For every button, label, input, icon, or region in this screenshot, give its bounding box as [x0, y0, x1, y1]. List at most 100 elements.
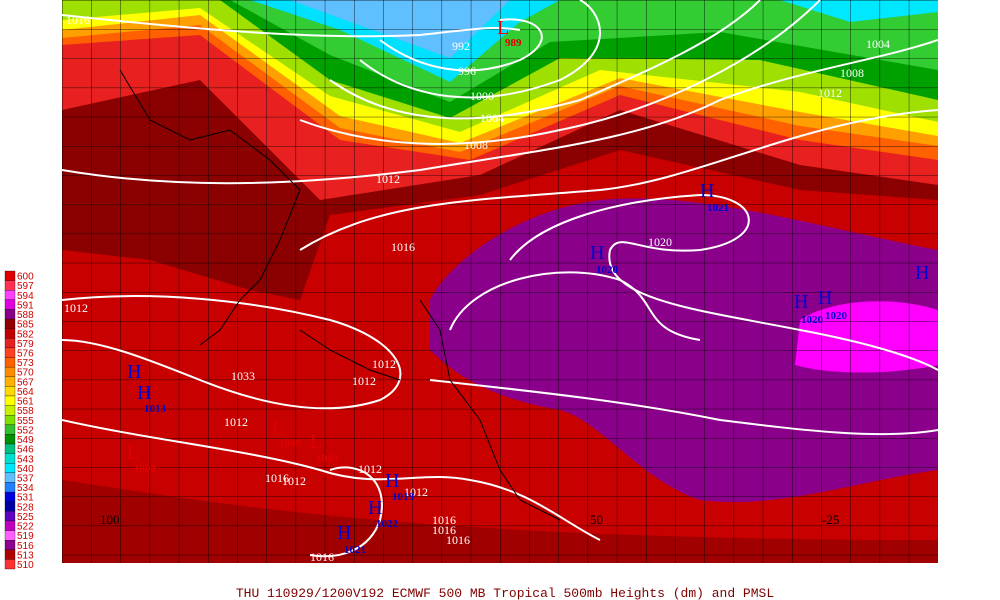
colorbar-swatch	[4, 290, 16, 300]
colorbar-swatch	[4, 376, 16, 387]
colorbar-label: 546	[17, 445, 34, 456]
isobar-label: 1004	[866, 37, 890, 51]
colorbar-swatch	[4, 318, 16, 329]
isobar	[359, 0, 601, 99]
colorbar-swatch	[4, 530, 16, 541]
colorbar-swatch	[4, 405, 16, 416]
isobar-label: 1012	[282, 474, 306, 488]
isobar-label: 1016	[446, 533, 470, 547]
colorbar-swatch	[4, 549, 16, 560]
colorbar-label: 519	[17, 531, 34, 542]
center-value: 1020	[596, 264, 619, 276]
isobar-label: 1004	[480, 111, 504, 125]
colorbar-label: 528	[17, 502, 34, 513]
isobar-label: 1012	[352, 374, 376, 388]
colorbar-swatch	[4, 482, 16, 493]
colorbar-label: 552	[17, 425, 34, 436]
isobar	[62, 14, 521, 38]
center-letter: H	[337, 522, 351, 544]
isobar	[429, 379, 938, 436]
colorbar: 6005975945915885855825795765735705675645…	[4, 270, 34, 571]
center-letter: H	[385, 470, 399, 492]
center-value: 1019	[392, 491, 415, 503]
isobar-label: 992	[452, 39, 470, 53]
colorbar-label: 558	[17, 406, 34, 417]
colorbar-swatch	[4, 501, 16, 512]
center-letter: H	[915, 262, 929, 284]
center-value: 1020	[825, 310, 848, 322]
center-value: 1021	[344, 544, 366, 556]
colorbar-label: 513	[17, 550, 34, 561]
isobar	[379, 18, 543, 72]
colorbar-swatch	[4, 511, 16, 522]
colorbar-label: 561	[17, 397, 34, 408]
footer-title: THU 110929/1200V192 ECMWF 500 MB Tropica…	[236, 586, 774, 600]
colorbar-label: 570	[17, 368, 34, 379]
center-letter: H	[590, 242, 604, 264]
pressure-centers: L 989 H 1021 H 1020 H 1020 H 1020 H H H …	[127, 17, 929, 556]
center-letter: L	[272, 417, 284, 439]
center-letter: L	[310, 431, 322, 453]
colorbar-swatch	[4, 328, 16, 339]
colorbar-label: 591	[17, 300, 34, 311]
colorbar-swatch	[4, 540, 16, 550]
colorbar-label: 531	[17, 493, 34, 504]
isobar	[62, 295, 402, 410]
isobar	[309, 466, 383, 558]
longitude-label: -25	[822, 512, 839, 527]
colorbar-swatch	[4, 463, 16, 474]
colorbar-label: 522	[17, 522, 34, 533]
colorbar-swatch	[4, 559, 16, 570]
colorbar-label: 573	[17, 358, 34, 369]
isobar	[329, 0, 761, 120]
center-letter: H	[137, 382, 151, 404]
isobar-label: 1012	[818, 86, 842, 100]
colorbar-label: 525	[17, 512, 34, 523]
colorbar-label: 588	[17, 310, 34, 321]
colorbar-swatch	[4, 472, 16, 483]
isobar	[509, 193, 938, 371]
isobar-label: 1012	[372, 357, 396, 371]
longitude-labels: 100 50 -25	[100, 512, 839, 527]
center-letter: H	[127, 361, 141, 383]
colorbar-label: 597	[17, 281, 34, 292]
center-letter: H	[818, 287, 832, 309]
center-value: 1022	[376, 518, 399, 530]
colorbar-label: 555	[17, 416, 34, 427]
colorbar-label: 510	[17, 560, 34, 571]
isobar-label: 1000	[470, 89, 494, 103]
colorbar-swatch	[4, 386, 16, 397]
isobar	[62, 39, 938, 185]
colorbar-label: 540	[17, 464, 34, 475]
colorbar-swatch	[4, 338, 16, 349]
center-value: 1009	[316, 453, 339, 465]
isobar-label: 1012	[358, 462, 382, 476]
center-value: 1009	[279, 438, 302, 450]
colorbar-swatch	[4, 366, 16, 377]
isobar-label: 1012	[64, 301, 88, 315]
colorbar-swatch	[4, 491, 16, 502]
colorbar-label: 576	[17, 349, 34, 360]
colorbar-label: 516	[17, 541, 34, 552]
center-letter: H	[368, 497, 382, 519]
isobar-label: 1008	[840, 66, 864, 80]
colorbar-label: 600	[17, 272, 34, 283]
colorbar-label: 549	[17, 435, 34, 446]
colorbar-swatch	[4, 453, 16, 464]
isobar-label: 1012	[404, 485, 428, 499]
colorbar-swatch	[4, 395, 16, 406]
isobar	[299, 109, 938, 251]
colorbar-label: 543	[17, 454, 34, 465]
isobar-label: 1012	[376, 172, 400, 186]
isobar	[62, 419, 601, 541]
isobar-label: 1016	[265, 471, 289, 485]
center-value: 1021	[707, 202, 729, 214]
center-value: 989	[505, 37, 522, 49]
center-value: 1013	[144, 403, 167, 415]
isobar-label: 1016	[432, 523, 456, 537]
colorbar-swatch	[4, 309, 16, 320]
center-value: 1009	[134, 463, 157, 475]
colorbar-label: 537	[17, 473, 34, 484]
colorbar-label: 564	[17, 387, 34, 398]
